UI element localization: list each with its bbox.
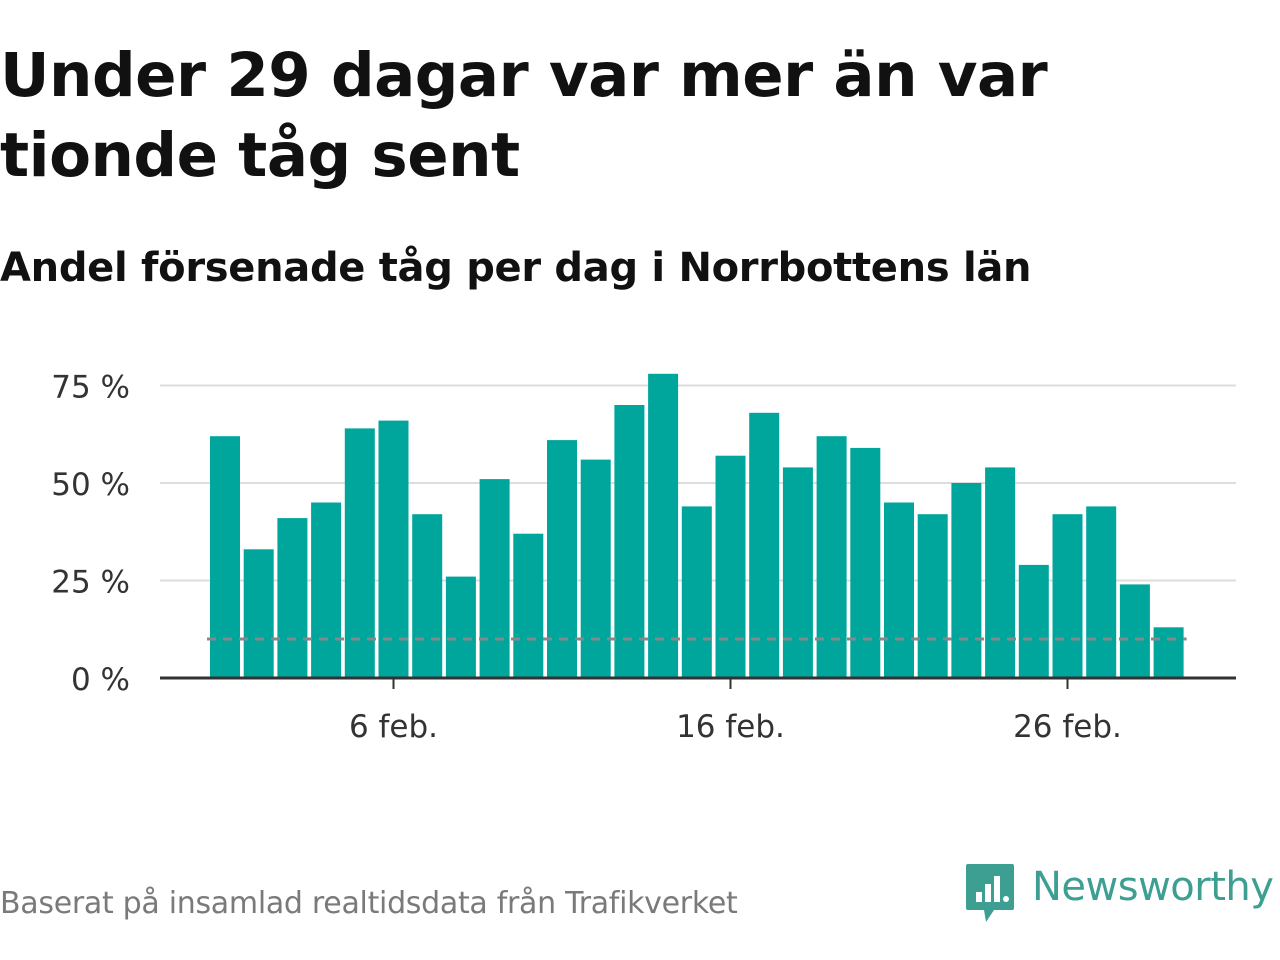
bar: 20 feb.: 59 % <box>850 447 881 678</box>
x-tick-label: 6 feb. <box>349 709 438 745</box>
chart-subtitle: Andel försenade tåg per dag i Norrbotten… <box>0 245 1032 291</box>
bar: 22 feb.: 42 % <box>917 514 948 678</box>
bar: 21 feb.: 45 % <box>884 502 914 678</box>
chart-title: Under 29 dagar var mer än var tionde tåg… <box>0 40 1048 191</box>
bar: 19 feb.: 62 % <box>816 436 847 678</box>
bar: 24 feb.: 54 % <box>985 467 1016 678</box>
bar: 26 feb.: 42 % <box>1052 514 1083 678</box>
bar: 25 feb.: 29 % <box>1018 564 1049 678</box>
y-axis-ticks: 0 % 25 % 50 % 75 % <box>51 370 130 699</box>
bar: 16 feb.: 57 % <box>715 455 746 678</box>
bar: 23 feb.: 50 % <box>951 483 982 678</box>
bar: 8 feb.: 26 % <box>445 576 476 678</box>
newsworthy-logo-icon <box>966 864 1014 922</box>
bar: 9 feb.: 51 % <box>479 479 510 678</box>
bar: 18 feb.: 54 % <box>782 467 813 678</box>
bar: 15 feb.: 44 % <box>681 506 712 678</box>
x-tick-label: 26 feb. <box>1013 709 1122 745</box>
y-tick-label: 75 % <box>51 370 130 406</box>
bar: 4 feb.: 45 % <box>311 502 342 678</box>
bar: 11 feb.: 61 % <box>547 440 577 678</box>
brand-lockup: Newsworthy <box>964 862 1274 924</box>
bar: 28 feb.: 24 % <box>1119 584 1150 678</box>
bar: 29 feb.: 13 % <box>1153 627 1184 678</box>
bar: 14 feb.: 78 % <box>648 373 679 678</box>
y-tick-label: 0 % <box>71 662 130 698</box>
bar: 6 feb.: 66 % <box>378 420 409 678</box>
bars: 1 feb.: 62 %2 feb.: 33 %3 feb.: 41 %4 fe… <box>210 373 1184 678</box>
bar: 3 feb.: 41 % <box>277 518 308 678</box>
brand-name: Newsworthy <box>1032 864 1274 910</box>
bar: 17 feb.: 68 % <box>749 412 780 678</box>
x-tick-label: 16 feb. <box>676 709 785 745</box>
y-tick-label: 50 % <box>51 467 130 503</box>
bar: 1 feb.: 62 % <box>210 436 240 678</box>
bar: 2 feb.: 33 % <box>243 549 274 678</box>
bar: 7 feb.: 42 % <box>412 514 443 678</box>
y-tick-label: 25 % <box>51 565 130 601</box>
bar: 27 feb.: 44 % <box>1086 506 1117 678</box>
bar: 12 feb.: 56 % <box>580 459 611 678</box>
bar: 10 feb.: 37 % <box>513 533 544 678</box>
source-note: Baserat på insamlad realtidsdata från Tr… <box>0 886 738 921</box>
bar: 13 feb.: 70 % <box>614 405 645 678</box>
bar: 5 feb.: 64 % <box>344 428 375 678</box>
x-axis: 6 feb. 16 feb. 26 feb. <box>160 676 1236 745</box>
